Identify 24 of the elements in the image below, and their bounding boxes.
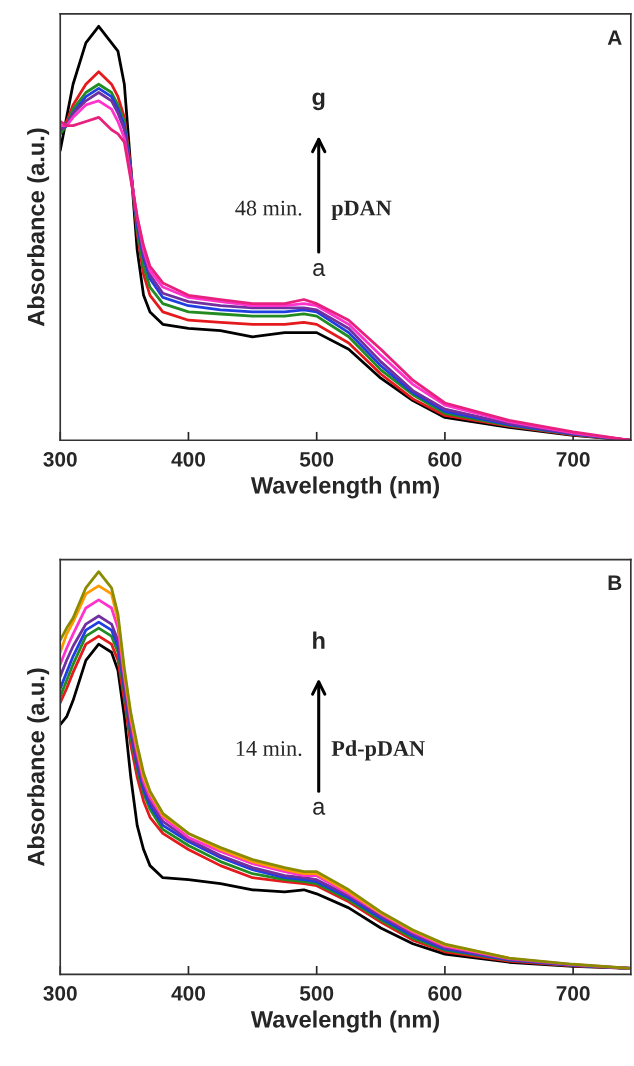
x-tick-label: 300 — [43, 985, 77, 1001]
annotation: g — [312, 92, 325, 111]
annotation: A — [607, 30, 622, 45]
x-tick-label: 500 — [299, 985, 334, 1001]
x-tick-label: 600 — [428, 985, 462, 1001]
annotation: 48 min. — [235, 200, 302, 216]
x-tick-label: 400 — [171, 451, 205, 467]
x-axis-title: Wavelength (nm) — [250, 1010, 440, 1033]
x-tick-label: 300 — [43, 451, 77, 467]
x-tick-label: 500 — [299, 451, 334, 467]
y-axis-title: Absorbance (a.u.) — [27, 668, 50, 867]
annotation: 14 min. — [236, 741, 302, 757]
annotation: B — [608, 575, 622, 590]
annotation: pDAN — [331, 200, 392, 221]
x-axis-title: Wavelength (nm) — [250, 476, 440, 499]
x-tick-label: 400 — [171, 985, 205, 1001]
annotation: a — [313, 263, 326, 277]
annotation: a — [313, 801, 326, 815]
annotation: Pd-pDAN — [331, 740, 425, 761]
annotation: h — [313, 631, 325, 649]
x-tick-label: 700 — [556, 985, 590, 1001]
x-tick-label: 700 — [556, 451, 590, 467]
x-tick-label: 600 — [428, 451, 462, 467]
y-axis-title: Absorbance (a.u.) — [27, 128, 50, 327]
